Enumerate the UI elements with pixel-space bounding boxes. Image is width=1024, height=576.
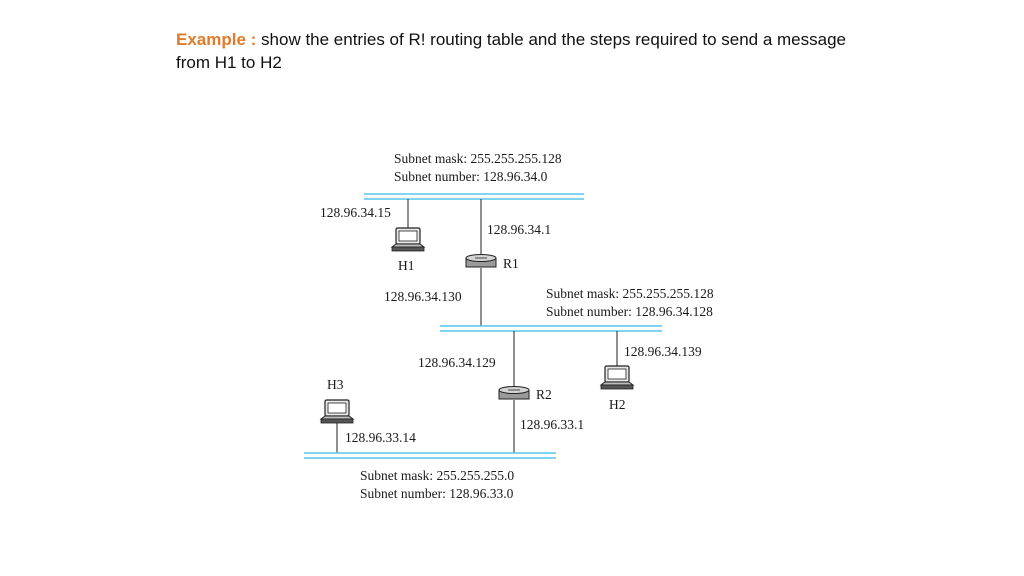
r1-router-icon <box>465 254 497 268</box>
h2-computer-icon <box>600 365 634 390</box>
network-2-mask: Subnet mask: 255.255.255.128 <box>546 286 714 301</box>
h1-computer-icon <box>391 227 425 252</box>
network-1: Subnet mask: 255.255.255.128 Subnet numb… <box>364 151 584 200</box>
network-1-mask: Subnet mask: 255.255.255.128 <box>394 151 562 166</box>
h2-label: H2 <box>609 397 626 412</box>
h3-address: 128.96.33.14 <box>345 430 416 445</box>
h2-address: 128.96.34.139 <box>624 344 702 359</box>
r2-label: R2 <box>536 387 552 402</box>
network-3-number: Subnet number: 128.96.33.0 <box>360 486 514 501</box>
network-3-mask: Subnet mask: 255.255.255.0 <box>360 468 514 483</box>
r1-top-address: 128.96.34.1 <box>487 222 551 237</box>
network-2: Subnet mask: 255.255.255.128 Subnet numb… <box>440 286 714 332</box>
h3-computer-icon <box>320 399 354 424</box>
example-text: show the entries of R! routing table and… <box>176 30 846 72</box>
r2-top-address: 128.96.34.129 <box>418 355 496 370</box>
h3-label: H3 <box>327 377 344 392</box>
network-1-number: Subnet number: 128.96.34.0 <box>394 169 548 184</box>
r1-bottom-address: 128.96.34.130 <box>384 289 462 304</box>
h1-address: 128.96.34.15 <box>320 205 391 220</box>
r1-label: R1 <box>503 256 519 271</box>
network-3: Subnet mask: 255.255.255.0 Subnet number… <box>304 452 556 501</box>
example-heading: Example : show the entries of R! routing… <box>176 28 876 74</box>
h1-label: H1 <box>398 258 415 273</box>
r2-router-icon <box>498 386 530 400</box>
r2-bottom-address: 128.96.33.1 <box>520 417 584 432</box>
network-2-number: Subnet number: 128.96.34.128 <box>546 304 713 319</box>
example-label: Example : <box>176 30 257 49</box>
